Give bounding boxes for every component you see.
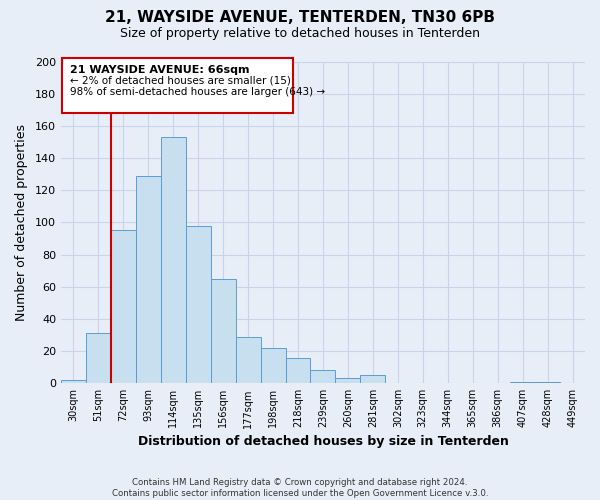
Bar — [161, 137, 186, 384]
Bar — [510, 382, 535, 384]
Bar — [62, 58, 293, 113]
Text: 21 WAYSIDE AVENUE: 66sqm: 21 WAYSIDE AVENUE: 66sqm — [70, 64, 249, 74]
Bar — [61, 380, 86, 384]
Bar — [136, 176, 161, 384]
Text: Contains HM Land Registry data © Crown copyright and database right 2024.
Contai: Contains HM Land Registry data © Crown c… — [112, 478, 488, 498]
Bar — [286, 358, 310, 384]
Bar — [86, 334, 111, 384]
Y-axis label: Number of detached properties: Number of detached properties — [15, 124, 28, 321]
Bar — [335, 378, 361, 384]
Bar — [310, 370, 335, 384]
Bar — [236, 336, 260, 384]
Bar — [211, 278, 236, 384]
Bar — [260, 348, 286, 384]
Text: Size of property relative to detached houses in Tenterden: Size of property relative to detached ho… — [120, 28, 480, 40]
Bar — [535, 382, 560, 384]
Bar — [111, 230, 136, 384]
Bar — [186, 226, 211, 384]
Text: 98% of semi-detached houses are larger (643) →: 98% of semi-detached houses are larger (… — [70, 87, 325, 97]
Text: 21, WAYSIDE AVENUE, TENTERDEN, TN30 6PB: 21, WAYSIDE AVENUE, TENTERDEN, TN30 6PB — [105, 10, 495, 25]
Bar — [361, 376, 385, 384]
Text: ← 2% of detached houses are smaller (15): ← 2% of detached houses are smaller (15) — [70, 76, 290, 86]
X-axis label: Distribution of detached houses by size in Tenterden: Distribution of detached houses by size … — [137, 434, 508, 448]
